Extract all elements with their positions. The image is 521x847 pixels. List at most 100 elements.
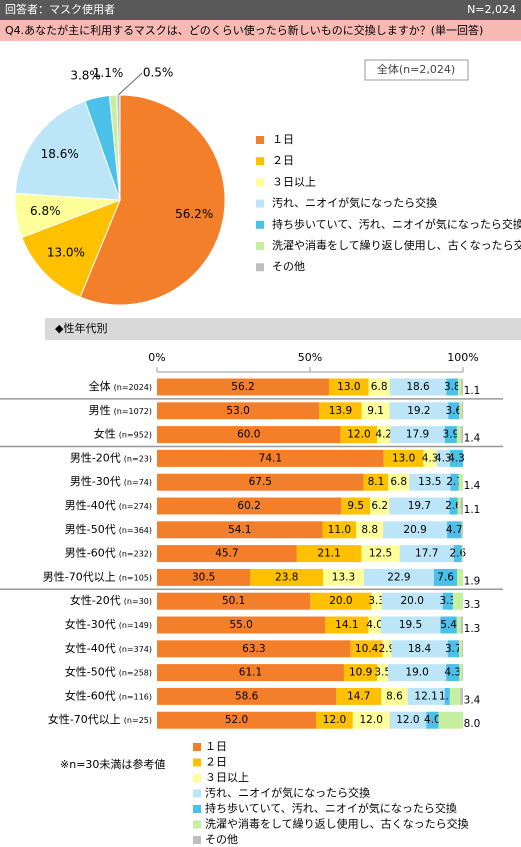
value-label: 60.0 bbox=[237, 429, 260, 441]
value-label: 3.3 bbox=[440, 595, 457, 607]
value-label: 63.3 bbox=[242, 643, 265, 655]
bar-segment bbox=[390, 426, 445, 444]
bar-segment bbox=[361, 545, 400, 563]
value-label: 53.0 bbox=[226, 405, 249, 417]
category-n: (n=25) bbox=[124, 716, 152, 725]
bar-segment bbox=[377, 426, 391, 444]
bar-segment bbox=[325, 616, 369, 634]
value-label: 9.5 bbox=[347, 500, 364, 512]
value-label: 8.6 bbox=[386, 690, 403, 702]
bar-segment bbox=[449, 497, 458, 515]
value-label: 2.6 bbox=[449, 548, 466, 560]
value-label: 4.3 bbox=[444, 667, 461, 679]
value-label: 1.4 bbox=[464, 433, 481, 445]
bar-segment bbox=[457, 568, 463, 586]
bar-segment bbox=[336, 687, 382, 705]
bar-segment bbox=[363, 473, 389, 491]
bar-segment bbox=[382, 640, 392, 658]
category-n: (n=258) bbox=[119, 668, 152, 677]
value-label: 10.4 bbox=[355, 643, 379, 655]
bar-segment bbox=[157, 687, 337, 705]
legend-swatch bbox=[256, 178, 264, 187]
note: ※n=30未満は参考値 bbox=[60, 757, 165, 771]
bar-segment bbox=[389, 711, 427, 729]
leader-line bbox=[118, 72, 143, 96]
bar-segment bbox=[436, 449, 450, 467]
bar-segment bbox=[433, 568, 458, 586]
section-title: ◆性年代別 bbox=[55, 321, 107, 335]
category-name: 男性-60代 bbox=[65, 546, 116, 560]
bar-segment bbox=[456, 426, 462, 444]
bar-segment bbox=[444, 426, 457, 444]
bar-segment bbox=[352, 711, 390, 729]
value-label: 58.6 bbox=[235, 690, 259, 702]
category-name: 男性-30代 bbox=[70, 474, 121, 488]
value-label: 61.1 bbox=[239, 667, 262, 679]
value-label: 20.0 bbox=[401, 595, 424, 607]
bar-segment bbox=[157, 640, 351, 658]
bar-segment bbox=[323, 568, 364, 586]
category-n: (n=23) bbox=[124, 454, 152, 463]
pie-label: 18.6% bbox=[41, 147, 79, 161]
bar-segment bbox=[444, 687, 450, 705]
value-label: 13.5 bbox=[418, 476, 441, 488]
category-n: (n=952) bbox=[119, 430, 152, 439]
category-label: 男性 (n=1072) bbox=[89, 403, 152, 417]
bar-segment bbox=[341, 497, 371, 515]
value-label: 19.2 bbox=[407, 405, 430, 417]
legend-swatch bbox=[193, 789, 201, 798]
category-name: 女性-60代 bbox=[65, 688, 116, 702]
legend-label: 洗濯や消毒をして繰り返し使用し、古くなったら交換 bbox=[205, 817, 469, 831]
bar-segment bbox=[426, 711, 439, 729]
category-name: 女性-70代以上 bbox=[48, 712, 121, 726]
bar-segment bbox=[442, 592, 453, 610]
x-tick-label: 0% bbox=[148, 351, 165, 364]
bar-segment bbox=[461, 545, 463, 563]
category-name: 女性 bbox=[94, 427, 116, 441]
value-label: 20.9 bbox=[403, 524, 426, 536]
category-name: 男性-40代 bbox=[65, 498, 116, 512]
bar-segment bbox=[381, 687, 408, 705]
value-label: 3.7 bbox=[445, 643, 462, 655]
respondents: 回答者：マスク使用者 bbox=[5, 2, 115, 16]
bar-segment bbox=[440, 616, 457, 634]
question: Q4.あなたが主に利用するマスクは、どのくらい使ったら新しいものに交換しますか？… bbox=[5, 23, 483, 37]
bar-segment bbox=[350, 640, 383, 658]
value-label: 56.2 bbox=[231, 381, 254, 393]
total-n: N=2,024 bbox=[467, 3, 516, 16]
value-label: 54.1 bbox=[228, 524, 251, 536]
category-n: (n=374) bbox=[119, 644, 152, 653]
category-name: 女性-40代 bbox=[65, 641, 116, 655]
value-label: 14.1 bbox=[335, 619, 358, 631]
legend-label: 汚れ、ニオイが気になったら交換 bbox=[205, 786, 370, 800]
category-label: 男性-70代以上 (n=105) bbox=[43, 569, 152, 583]
value-label: 4.0 bbox=[424, 714, 441, 726]
bar-segment bbox=[157, 426, 341, 444]
value-label: 3.8 bbox=[444, 381, 461, 393]
legend-swatch bbox=[193, 774, 201, 782]
bar-segment bbox=[381, 592, 443, 610]
category-n: (n=105) bbox=[119, 573, 152, 582]
value-label: 13.0 bbox=[392, 452, 415, 464]
category-name: 女性-50代 bbox=[65, 665, 116, 679]
legend-label: 持ち歩いていて、汚れ、ニオイが気になったら交換 bbox=[272, 217, 521, 231]
legend-label: その他 bbox=[272, 260, 305, 273]
bar-segment bbox=[370, 497, 390, 515]
pie-slice bbox=[14, 100, 121, 201]
bar-segment bbox=[460, 687, 463, 705]
value-label: 1.4 bbox=[464, 480, 481, 492]
value-label: 6.8 bbox=[390, 476, 407, 488]
value-label: 13.3 bbox=[332, 571, 355, 583]
value-label: 67.5 bbox=[249, 476, 272, 488]
bar-segment bbox=[461, 402, 463, 420]
value-label: 4.3 bbox=[422, 452, 439, 464]
category-label: 女性-20代 (n=30) bbox=[70, 593, 152, 607]
bar-segment bbox=[383, 449, 424, 467]
bar-segment bbox=[157, 521, 323, 539]
x-tick-label: 100% bbox=[447, 351, 478, 364]
category-n: (n=1072) bbox=[114, 406, 152, 415]
subtitle-box bbox=[364, 59, 469, 81]
bar-segment bbox=[316, 711, 353, 729]
value-label: 12.0 bbox=[323, 714, 346, 726]
bar-segment bbox=[460, 616, 463, 634]
